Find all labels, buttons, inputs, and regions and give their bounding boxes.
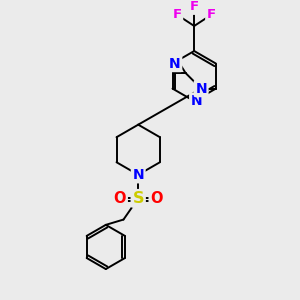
Text: F: F: [190, 0, 199, 13]
Text: N: N: [195, 82, 207, 96]
Text: O: O: [150, 191, 163, 206]
Text: N: N: [132, 168, 144, 182]
Text: F: F: [207, 8, 216, 21]
Text: S: S: [133, 191, 144, 206]
Text: N: N: [169, 56, 181, 70]
Text: O: O: [114, 191, 126, 206]
Text: N: N: [191, 94, 203, 108]
Text: F: F: [172, 8, 182, 21]
